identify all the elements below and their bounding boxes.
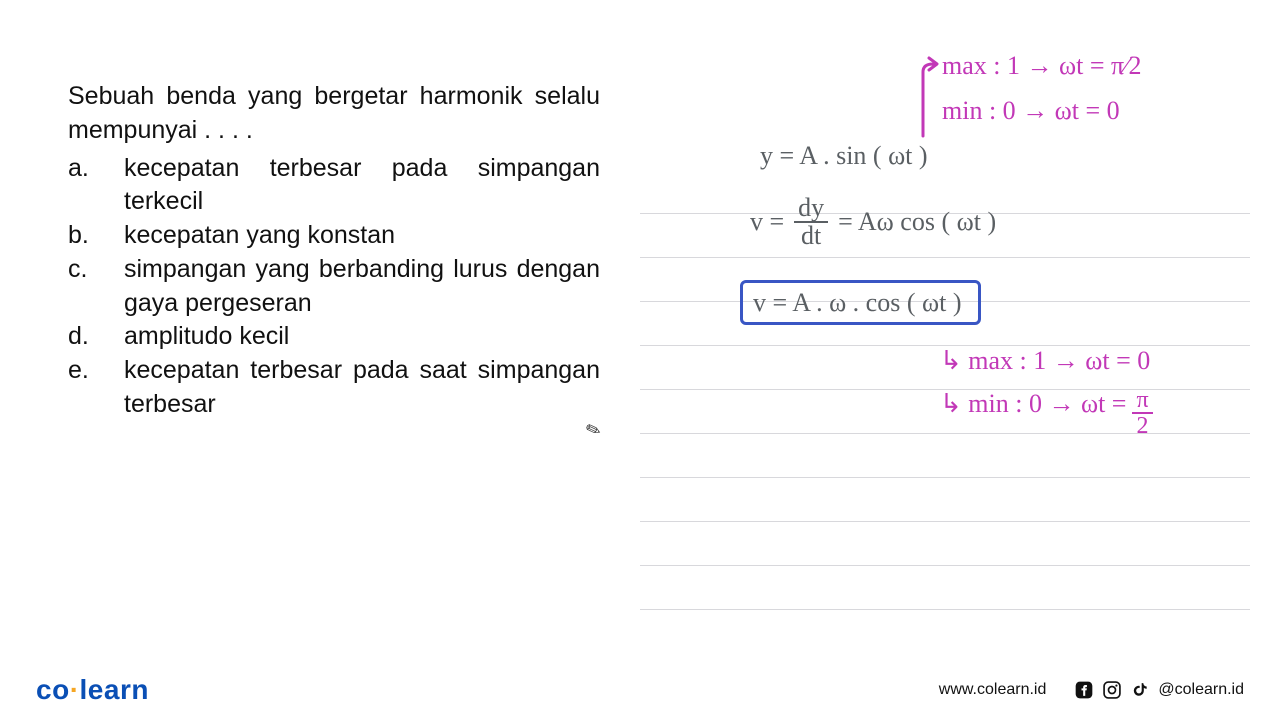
option-e: e. kecepatan terbesar pada saat simpanga…: [68, 354, 600, 422]
eq-velocity-deriv: v = dy dt = Aω cos ( ωt ): [750, 195, 996, 249]
option-text: kecepatan terbesar pada saat simpangan t…: [124, 354, 600, 422]
footer: co·learn www.colearn.id @colearn.id: [0, 660, 1280, 720]
fraction-icon: π 2: [1132, 388, 1152, 438]
option-d: d. amplitudo kecil: [68, 320, 600, 354]
frac-num: dy: [794, 195, 828, 223]
eq-velocity-boxed: v = A . ω . cos ( ωt ): [740, 280, 981, 325]
frac-den: 2: [1132, 414, 1152, 438]
fraction-icon: dy dt: [794, 195, 828, 249]
option-c: c. simpangan yang berbanding lurus denga…: [68, 253, 600, 321]
annot-max-top: max : 1 → ωt = π⁄2: [942, 50, 1141, 81]
option-text: simpangan yang berbanding lurus dengan g…: [124, 253, 600, 321]
option-letter: c.: [68, 253, 124, 321]
options-list: a. kecepatan terbesar pada simpangan ter…: [68, 152, 600, 422]
tiktok-icon: [1130, 680, 1150, 700]
logo-part-a: co: [36, 674, 70, 705]
eq-rhs: = Aω cos ( ωt ): [838, 206, 996, 237]
footer-url: www.colearn.id: [939, 681, 1047, 699]
bracket-arrow-icon: [905, 54, 945, 144]
option-letter: d.: [68, 320, 124, 354]
annot-min-bottom: ↳ min : 0 → ωt = π 2: [940, 388, 1153, 438]
footer-right: www.colearn.id @colearn.id: [939, 680, 1244, 700]
annot-min-top: min : 0 → ωt = 0: [942, 95, 1120, 126]
annot-max-bottom: ↳ max : 1 → ωt = 0: [940, 345, 1150, 376]
frac-den: dt: [794, 223, 828, 249]
option-text: kecepatan yang konstan: [124, 219, 600, 253]
instagram-icon: [1102, 680, 1122, 700]
option-letter: a.: [68, 152, 124, 220]
solution-panel: max : 1 → ωt = π⁄2 min : 0 → ωt = 0 y = …: [640, 0, 1280, 660]
facebook-icon: [1074, 680, 1094, 700]
option-b: b. kecepatan yang konstan: [68, 219, 600, 253]
footer-handle: @colearn.id: [1158, 681, 1244, 699]
eq-lhs: v =: [750, 206, 784, 237]
social-group: @colearn.id: [1074, 680, 1244, 700]
question-panel: Sebuah benda yang bergetar harmonik sela…: [0, 0, 640, 660]
option-letter: b.: [68, 219, 124, 253]
logo: co·learn: [36, 674, 149, 706]
option-letter: e.: [68, 354, 124, 422]
eq-displacement: y = A . sin ( ωt ): [760, 140, 928, 171]
annot-min-text: ↳ min : 0 → ωt =: [940, 388, 1126, 419]
frac-num: π: [1132, 388, 1152, 414]
option-text: kecepatan terbesar pada simpangan terkec…: [124, 152, 600, 220]
logo-part-b: learn: [80, 674, 149, 705]
option-a: a. kecepatan terbesar pada simpangan ter…: [68, 152, 600, 220]
question-stem: Sebuah benda yang bergetar harmonik sela…: [68, 80, 600, 148]
option-text: amplitudo kecil: [124, 320, 600, 354]
logo-dot: ·: [70, 674, 80, 705]
